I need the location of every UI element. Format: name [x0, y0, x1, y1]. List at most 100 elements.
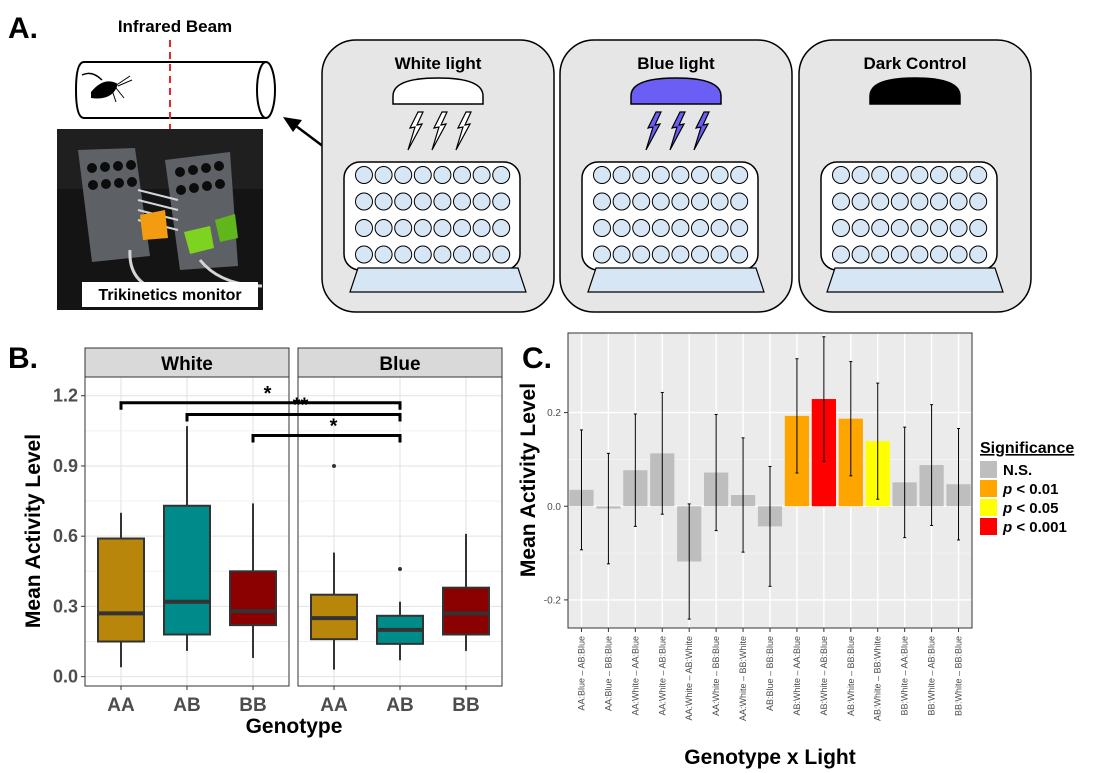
- well: [394, 192, 413, 211]
- box-plot-x-axis: AA AB BB AA AB BB: [107, 686, 480, 716]
- y-tick-label: -0.2: [544, 595, 562, 606]
- legend-swatch: [980, 480, 997, 497]
- panel-c-label: C.: [522, 342, 552, 375]
- bar-chart-y-axis-title: Mean Activity Level: [517, 383, 540, 577]
- well: [671, 219, 690, 237]
- well: [612, 219, 631, 237]
- well: [691, 245, 709, 264]
- facet-label-white: White: [161, 354, 213, 375]
- bar-group: [946, 428, 971, 541]
- well: [969, 219, 988, 237]
- bar-chart-bars: [569, 336, 971, 620]
- well: [730, 192, 749, 211]
- bracket-line: [251, 434, 402, 443]
- well: [394, 219, 413, 237]
- bar-group: [811, 336, 836, 507]
- well: [730, 245, 749, 264]
- legend-label: p < 0.001: [1002, 519, 1067, 536]
- well: [871, 166, 890, 184]
- well: [691, 219, 709, 237]
- bar-group: [596, 452, 621, 565]
- well: [413, 245, 432, 264]
- bar-group: [730, 437, 756, 553]
- lamp-icon: [630, 77, 722, 105]
- well: [413, 192, 432, 211]
- chamber-title: Dark Control: [864, 54, 967, 73]
- well: [472, 245, 491, 264]
- lightning-icon: [407, 111, 424, 151]
- well: [492, 192, 511, 211]
- lightning-icon: [645, 111, 662, 151]
- infrared-beam-label: Infrared Beam: [118, 17, 232, 36]
- well: [355, 166, 373, 184]
- well: [710, 245, 729, 264]
- bar-group: [677, 503, 702, 620]
- bar-chart-x-axis-title: Genotype x Light: [684, 746, 856, 769]
- chamber-3: Dark Control: [798, 39, 1032, 313]
- legend-entry: p < 0.05: [980, 499, 1058, 517]
- well: [632, 192, 651, 211]
- plate-base: [349, 267, 527, 293]
- well: [691, 192, 709, 211]
- well: [394, 166, 413, 184]
- well: [593, 219, 611, 237]
- legend-label: p < 0.05: [1002, 500, 1058, 517]
- well: [832, 245, 850, 264]
- box-white-aa: [97, 512, 145, 668]
- bar-group: [757, 465, 783, 587]
- well: [949, 192, 968, 211]
- well: [710, 219, 729, 237]
- lightning-icon: [669, 111, 686, 151]
- legend-swatch: [980, 499, 997, 516]
- well: [969, 192, 988, 211]
- panel-b: B. White Blue 0.0 0.3 0.6 0.9 1.2 AA AB BB AA AB…: [8, 342, 503, 738]
- y-tick-label: 0.2: [547, 408, 561, 419]
- y-tick-label: 0.0: [53, 667, 78, 687]
- well: [930, 166, 948, 184]
- significance-brackets: ****: [119, 383, 402, 443]
- box-plot-y-axis: 0.0 0.3 0.6 0.9 1.2: [53, 386, 85, 687]
- light-chambers: White light Blue light Dark Control: [321, 39, 1032, 313]
- y-tick-label: 1.2: [53, 386, 78, 406]
- box-iqr: [229, 570, 277, 627]
- x-tick-label: AA:White – AB:White: [684, 636, 694, 721]
- well: [453, 245, 471, 264]
- well: [710, 166, 729, 184]
- lightning-icon: [431, 111, 448, 151]
- x-tick-label: AA: [107, 695, 135, 716]
- significance-stars: *: [264, 383, 272, 405]
- well: [374, 245, 393, 264]
- x-tick-label: BB:White – AA:Blue: [900, 636, 910, 716]
- outlier-point: [398, 566, 402, 571]
- activity-tube-diagram: Infrared Beam: [74, 17, 276, 132]
- box-plot-boxes: [97, 426, 490, 670]
- well: [890, 245, 909, 264]
- y-tick-label: 0.6: [53, 526, 78, 546]
- well: [949, 245, 968, 264]
- well: [930, 192, 948, 211]
- well: [374, 166, 393, 184]
- well: [413, 166, 432, 184]
- box-plot-panels: [84, 376, 503, 687]
- significance-bracket: *: [251, 416, 402, 443]
- x-tick-label: AB:White – AA:Blue: [792, 636, 802, 716]
- chamber-2: Blue light: [559, 39, 793, 313]
- box-iqr: [97, 537, 145, 643]
- well: [651, 219, 670, 237]
- well: [851, 219, 870, 237]
- well: [374, 219, 393, 237]
- x-tick-label: AA:White – AB:Blue: [657, 636, 667, 716]
- well: [492, 219, 511, 237]
- x-tick-label: BB: [452, 695, 479, 716]
- facet-strip-white: [84, 347, 290, 378]
- legend-entry: N.S.: [980, 461, 1032, 479]
- well: [651, 192, 670, 211]
- panel-c: C. -0.20.00.2 AA:Blue – AB:Blue AA:Blue –…: [517, 332, 1074, 769]
- y-tick-label: 0.9: [53, 456, 78, 476]
- bracket-line: [185, 412, 402, 422]
- well: [355, 219, 373, 237]
- y-tick-label: 0.0: [547, 502, 561, 513]
- x-tick-label: AB:Blue – BB:Blue: [765, 636, 775, 711]
- panel-b-label: B.: [8, 342, 38, 375]
